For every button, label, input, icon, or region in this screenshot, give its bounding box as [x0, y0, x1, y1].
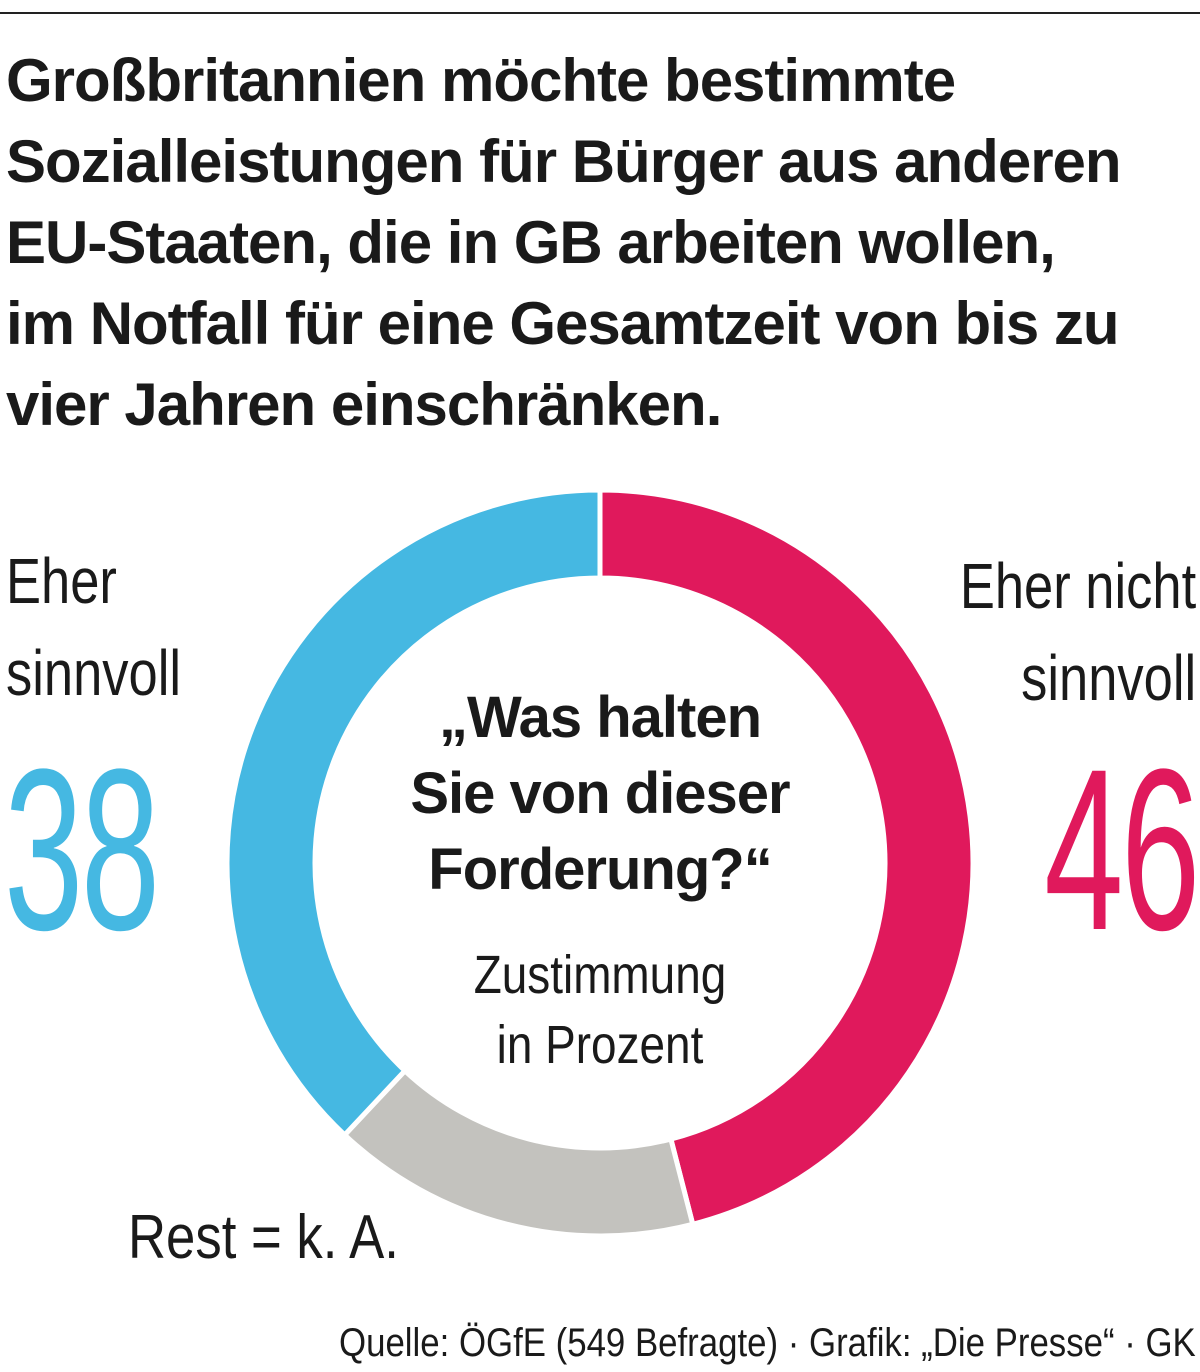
headline: Großbritannien möchte bestimmte Sozialle… — [6, 47, 1122, 438]
donut-slice-eher-sinnvoll — [224, 487, 603, 1139]
rest-note: Rest = k. A. — [128, 1203, 399, 1272]
label-eher-sinnvoll: Eher sinnvoll — [6, 545, 182, 709]
donut-slices — [224, 487, 976, 1239]
survey-question: „Was halten Sie von dieser Forderung?“ — [410, 685, 790, 902]
value-eher-nicht-sinnvoll: 46 — [1044, 721, 1200, 978]
top-rule — [0, 12, 1200, 14]
value-eher-sinnvoll: 38 — [4, 721, 160, 978]
label-eher-nicht-sinnvoll: Eher nicht sinnvoll — [959, 550, 1196, 714]
donut-slice-eher-nicht-sinnvoll — [597, 487, 976, 1228]
source-line: Quelle: ÖGfE (549 Befragte) · Grafik: „D… — [339, 1321, 1196, 1365]
unit-note: Zustimmung in Prozent — [473, 945, 727, 1075]
